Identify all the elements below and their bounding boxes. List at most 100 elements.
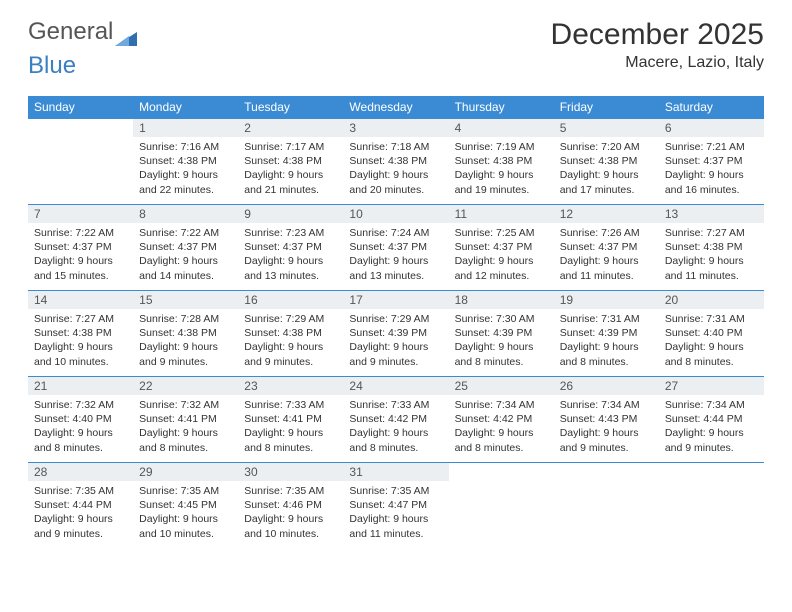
day-number: 17 [343,291,448,309]
day-info: Sunrise: 7:16 AMSunset: 4:38 PMDaylight:… [133,137,238,201]
day-info: Sunrise: 7:21 AMSunset: 4:37 PMDaylight:… [659,137,764,201]
day-info: Sunrise: 7:27 AMSunset: 4:38 PMDaylight:… [659,223,764,287]
day-of-week-header: Monday [133,96,238,119]
day-info: Sunrise: 7:17 AMSunset: 4:38 PMDaylight:… [238,137,343,201]
day-of-week-header: Friday [554,96,659,119]
day-number: 29 [133,463,238,481]
calendar-day-cell: 31Sunrise: 7:35 AMSunset: 4:47 PMDayligh… [343,463,448,551]
day-number: 4 [449,119,554,137]
day-number: 24 [343,377,448,395]
calendar-day-cell: 11Sunrise: 7:25 AMSunset: 4:37 PMDayligh… [449,205,554,291]
day-info: Sunrise: 7:23 AMSunset: 4:37 PMDaylight:… [238,223,343,287]
calendar-day-cell: 7Sunrise: 7:22 AMSunset: 4:37 PMDaylight… [28,205,133,291]
day-number: 1 [133,119,238,137]
calendar-day-cell: 27Sunrise: 7:34 AMSunset: 4:44 PMDayligh… [659,377,764,463]
day-of-week-header: Thursday [449,96,554,119]
day-info: Sunrise: 7:31 AMSunset: 4:40 PMDaylight:… [659,309,764,373]
day-number: 3 [343,119,448,137]
day-info: Sunrise: 7:24 AMSunset: 4:37 PMDaylight:… [343,223,448,287]
day-number: 10 [343,205,448,223]
day-info: Sunrise: 7:34 AMSunset: 4:42 PMDaylight:… [449,395,554,459]
day-of-week-header: Wednesday [343,96,448,119]
day-info: Sunrise: 7:26 AMSunset: 4:37 PMDaylight:… [554,223,659,287]
logo-text-general: General [28,18,113,46]
day-number: 18 [449,291,554,309]
calendar-day-cell: 25Sunrise: 7:34 AMSunset: 4:42 PMDayligh… [449,377,554,463]
logo-text-blue: Blue [28,52,76,80]
day-of-week-header: Tuesday [238,96,343,119]
day-number: 27 [659,377,764,395]
calendar-day-cell: 12Sunrise: 7:26 AMSunset: 4:37 PMDayligh… [554,205,659,291]
day-info: Sunrise: 7:22 AMSunset: 4:37 PMDaylight:… [28,223,133,287]
day-info: Sunrise: 7:29 AMSunset: 4:39 PMDaylight:… [343,309,448,373]
day-info: Sunrise: 7:34 AMSunset: 4:43 PMDaylight:… [554,395,659,459]
day-info: Sunrise: 7:22 AMSunset: 4:37 PMDaylight:… [133,223,238,287]
day-info: Sunrise: 7:19 AMSunset: 4:38 PMDaylight:… [449,137,554,201]
calendar-day-cell: 17Sunrise: 7:29 AMSunset: 4:39 PMDayligh… [343,291,448,377]
calendar-week-row: 1Sunrise: 7:16 AMSunset: 4:38 PMDaylight… [28,119,764,205]
calendar-day-cell: 22Sunrise: 7:32 AMSunset: 4:41 PMDayligh… [133,377,238,463]
day-number: 22 [133,377,238,395]
day-number: 13 [659,205,764,223]
calendar-week-row: 14Sunrise: 7:27 AMSunset: 4:38 PMDayligh… [28,291,764,377]
day-info: Sunrise: 7:32 AMSunset: 4:41 PMDaylight:… [133,395,238,459]
logo-triangle-icon [115,25,137,39]
day-info: Sunrise: 7:35 AMSunset: 4:44 PMDaylight:… [28,481,133,545]
day-info: Sunrise: 7:20 AMSunset: 4:38 PMDaylight:… [554,137,659,201]
day-number: 15 [133,291,238,309]
calendar-day-cell: 26Sunrise: 7:34 AMSunset: 4:43 PMDayligh… [554,377,659,463]
calendar-day-cell: 13Sunrise: 7:27 AMSunset: 4:38 PMDayligh… [659,205,764,291]
title-block: December 2025 Macere, Lazio, Italy [551,18,764,72]
calendar-day-cell: 9Sunrise: 7:23 AMSunset: 4:37 PMDaylight… [238,205,343,291]
day-number: 16 [238,291,343,309]
day-of-week-header: Saturday [659,96,764,119]
calendar-day-cell: 20Sunrise: 7:31 AMSunset: 4:40 PMDayligh… [659,291,764,377]
day-number: 9 [238,205,343,223]
calendar-day-cell: 6Sunrise: 7:21 AMSunset: 4:37 PMDaylight… [659,119,764,205]
calendar-day-cell [28,119,133,205]
calendar-day-cell: 30Sunrise: 7:35 AMSunset: 4:46 PMDayligh… [238,463,343,551]
calendar-day-cell: 19Sunrise: 7:31 AMSunset: 4:39 PMDayligh… [554,291,659,377]
day-number: 26 [554,377,659,395]
day-of-week-header: Sunday [28,96,133,119]
days-of-week-row: SundayMondayTuesdayWednesdayThursdayFrid… [28,96,764,119]
day-number: 25 [449,377,554,395]
calendar-day-cell: 4Sunrise: 7:19 AMSunset: 4:38 PMDaylight… [449,119,554,205]
calendar-day-cell: 2Sunrise: 7:17 AMSunset: 4:38 PMDaylight… [238,119,343,205]
logo: General [28,18,137,46]
page-title: December 2025 [551,18,764,52]
calendar-week-row: 28Sunrise: 7:35 AMSunset: 4:44 PMDayligh… [28,463,764,551]
calendar-day-cell: 24Sunrise: 7:33 AMSunset: 4:42 PMDayligh… [343,377,448,463]
day-number: 21 [28,377,133,395]
calendar-day-cell: 5Sunrise: 7:20 AMSunset: 4:38 PMDaylight… [554,119,659,205]
calendar-day-cell: 14Sunrise: 7:27 AMSunset: 4:38 PMDayligh… [28,291,133,377]
day-number: 7 [28,205,133,223]
day-info: Sunrise: 7:25 AMSunset: 4:37 PMDaylight:… [449,223,554,287]
calendar-week-row: 21Sunrise: 7:32 AMSunset: 4:40 PMDayligh… [28,377,764,463]
day-number: 19 [554,291,659,309]
day-info: Sunrise: 7:29 AMSunset: 4:38 PMDaylight:… [238,309,343,373]
calendar-day-cell [449,463,554,551]
calendar-day-cell: 3Sunrise: 7:18 AMSunset: 4:38 PMDaylight… [343,119,448,205]
day-info: Sunrise: 7:32 AMSunset: 4:40 PMDaylight:… [28,395,133,459]
day-info: Sunrise: 7:33 AMSunset: 4:41 PMDaylight:… [238,395,343,459]
day-info: Sunrise: 7:34 AMSunset: 4:44 PMDaylight:… [659,395,764,459]
day-info: Sunrise: 7:27 AMSunset: 4:38 PMDaylight:… [28,309,133,373]
location-label: Macere, Lazio, Italy [551,54,764,72]
day-info: Sunrise: 7:28 AMSunset: 4:38 PMDaylight:… [133,309,238,373]
day-number: 6 [659,119,764,137]
day-number: 12 [554,205,659,223]
day-info: Sunrise: 7:30 AMSunset: 4:39 PMDaylight:… [449,309,554,373]
day-number: 14 [28,291,133,309]
calendar-day-cell: 18Sunrise: 7:30 AMSunset: 4:39 PMDayligh… [449,291,554,377]
calendar-day-cell: 23Sunrise: 7:33 AMSunset: 4:41 PMDayligh… [238,377,343,463]
day-number: 30 [238,463,343,481]
calendar-day-cell [554,463,659,551]
calendar-table: SundayMondayTuesdayWednesdayThursdayFrid… [28,96,764,551]
calendar-day-cell: 10Sunrise: 7:24 AMSunset: 4:37 PMDayligh… [343,205,448,291]
day-number: 8 [133,205,238,223]
day-info: Sunrise: 7:33 AMSunset: 4:42 PMDaylight:… [343,395,448,459]
calendar-day-cell: 21Sunrise: 7:32 AMSunset: 4:40 PMDayligh… [28,377,133,463]
day-number: 23 [238,377,343,395]
day-number: 31 [343,463,448,481]
